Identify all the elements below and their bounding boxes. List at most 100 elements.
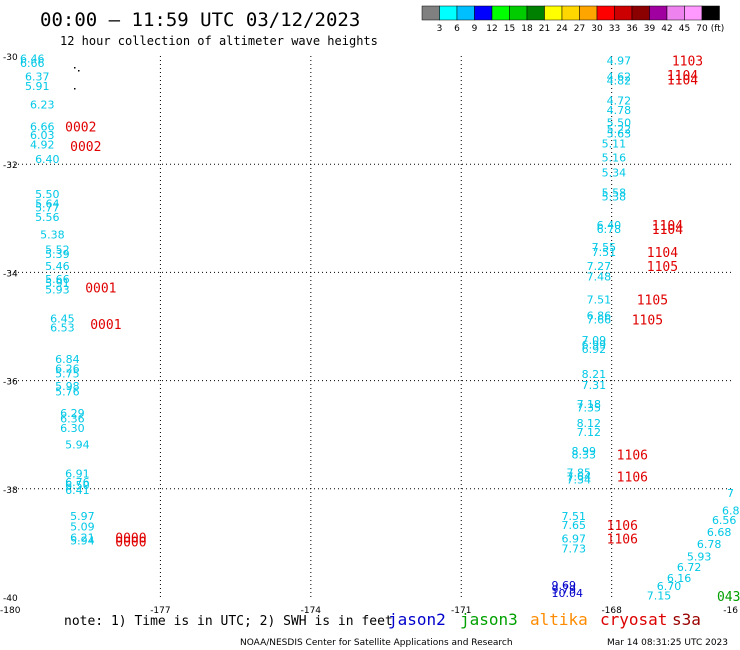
x-tick-label: -16: [723, 606, 738, 616]
legend-swatch: [561, 5, 580, 21]
wave-height-label: 5.38: [602, 191, 627, 204]
wave-height-label: 8.99: [572, 445, 597, 458]
time-label: 1106: [607, 519, 638, 534]
y-tick-label: -38: [3, 486, 18, 496]
footer-note: note: 1) Time is in UTC; 2) SWH is in fe…: [64, 614, 393, 629]
track-dot: [78, 70, 80, 72]
wave-height-label: 5.93: [687, 550, 712, 563]
wave-height-label: 5.94: [65, 438, 90, 451]
time-label: 1105: [632, 313, 663, 328]
wave-height-label: 5.93: [45, 284, 70, 297]
legend-label: 15: [504, 24, 515, 34]
wave-height-label: 5.66: [45, 273, 70, 286]
wave-height-label: 6.37: [25, 71, 49, 84]
wave-height-label: 8.12: [577, 417, 602, 430]
wave-height-label: 5.77: [35, 201, 60, 214]
wave-height-label: 7.66: [587, 313, 612, 326]
wave-height-label: 7.51: [592, 246, 617, 259]
wave-height-label: 7.85: [567, 467, 592, 480]
time-label: 1105: [647, 260, 678, 275]
wave-height-label: 5.50: [35, 188, 60, 201]
time-label: 1106: [617, 449, 648, 464]
value-labels: 6.466.666.375.916.236.666.034.926.405.50…: [20, 53, 739, 603]
wave-height-label: 6.56: [712, 514, 737, 527]
legend-label: 36: [626, 24, 638, 34]
wave-height-label: 5.75: [55, 368, 80, 381]
time-label: 0001: [85, 282, 116, 297]
wave-height-label: 4.92: [30, 139, 55, 152]
wave-height-label: 7.12: [577, 426, 602, 439]
wave-height-label: 7.34: [567, 474, 592, 487]
legend-swatch: [474, 5, 493, 21]
wave-height-label: 6.26: [55, 363, 80, 376]
time-label: 1106: [617, 470, 648, 485]
wave-height-label: 6.76: [65, 476, 90, 489]
wave-height-label: 6.16: [667, 572, 692, 585]
legend-swatch: [491, 5, 510, 21]
time-label: 1106: [607, 533, 638, 548]
wave-height-label: 7: [727, 487, 734, 500]
wave-height-label: 7.09: [582, 334, 607, 347]
legend-swatch: [526, 5, 545, 21]
legend-label: 21: [539, 24, 550, 34]
wave-height-label: 6.68: [707, 526, 732, 539]
color-legend: 3 6 9 12 15 18 21 24 27 30 33 36 39 42 45 70 (ft): [421, 5, 724, 34]
chart-title: 00:00 – 11:59 UTC 03/12/2023: [40, 9, 360, 31]
satellite-jason2: jason2: [388, 610, 446, 629]
wave-height-label: 7.48: [587, 271, 612, 284]
time-label: 1104: [667, 69, 698, 84]
wave-height-label: 6.41: [65, 484, 90, 497]
wave-height-label: 5.76: [55, 385, 80, 398]
wave-height-label: 6.92: [582, 343, 607, 356]
wave-height-label: 6.40: [35, 153, 60, 166]
legend-label: 45: [679, 24, 690, 34]
wave-height-label: 7.27: [587, 260, 612, 273]
wave-height-label: 7.65: [562, 519, 587, 532]
legend-label: 39: [644, 24, 656, 34]
wave-height-label: 6.30: [60, 422, 84, 435]
y-tick-label: -40: [3, 594, 18, 604]
axis-ticks: -180 -177 -174 -171 -168 -16 -30 -32 -34 -36 -38 -4…: [0, 53, 738, 616]
legend-label: 42: [661, 24, 672, 34]
legend-label: 33: [609, 24, 620, 34]
x-tick-label: -168: [601, 606, 622, 616]
wave-height-label: 6.03: [30, 129, 55, 142]
time-label: 0000: [115, 535, 146, 550]
wave-height-label: 5.64: [35, 198, 60, 211]
satellite-altika: altika: [530, 610, 588, 629]
legend-swatch: [684, 5, 703, 21]
time-label: 0000: [115, 531, 146, 546]
legend-swatch: [649, 5, 668, 21]
time-labels: 0002000200010001000000001103110411041104…: [65, 54, 740, 605]
wave-height-label: 9.69: [552, 579, 577, 592]
time-label: 1104: [667, 73, 698, 88]
wave-height-label: 5.98: [55, 380, 80, 393]
wave-height-label: 5.09: [70, 521, 95, 534]
legend-swatch: [579, 5, 598, 21]
chart-subtitle: 12 hour collection of altimeter wave hei…: [60, 34, 378, 48]
wave-height-label: 5.63: [607, 127, 632, 140]
grid-lines: [10, 56, 732, 597]
legend-swatch: [421, 5, 440, 21]
track-dot: [74, 67, 76, 69]
wave-height-label: 7.51: [562, 510, 587, 523]
legend-label: 70: [696, 24, 708, 34]
wave-height-label: 6.21: [70, 531, 95, 544]
wave-height-label: 5.11: [602, 138, 627, 151]
wave-height-label: 6.50: [65, 479, 90, 492]
wave-height-label: 5.38: [40, 229, 64, 242]
legend-label: 3: [437, 24, 443, 34]
track-dot: [74, 88, 76, 90]
legend-label: 27: [574, 24, 585, 34]
x-tick-label: -180: [0, 606, 21, 616]
y-tick-label: -32: [3, 161, 18, 171]
wave-height-label: 5.91: [45, 277, 70, 290]
wave-height-label: 6.66: [20, 57, 45, 70]
wave-height-label: 10.04: [552, 587, 584, 600]
wave-height-label: 7.73: [562, 542, 587, 555]
wave-height-label: 6.46: [20, 53, 45, 66]
wave-height-label: 7.18: [577, 398, 602, 411]
wave-height-label: 6.91: [65, 468, 90, 481]
wave-height-label: 6.66: [30, 120, 55, 133]
